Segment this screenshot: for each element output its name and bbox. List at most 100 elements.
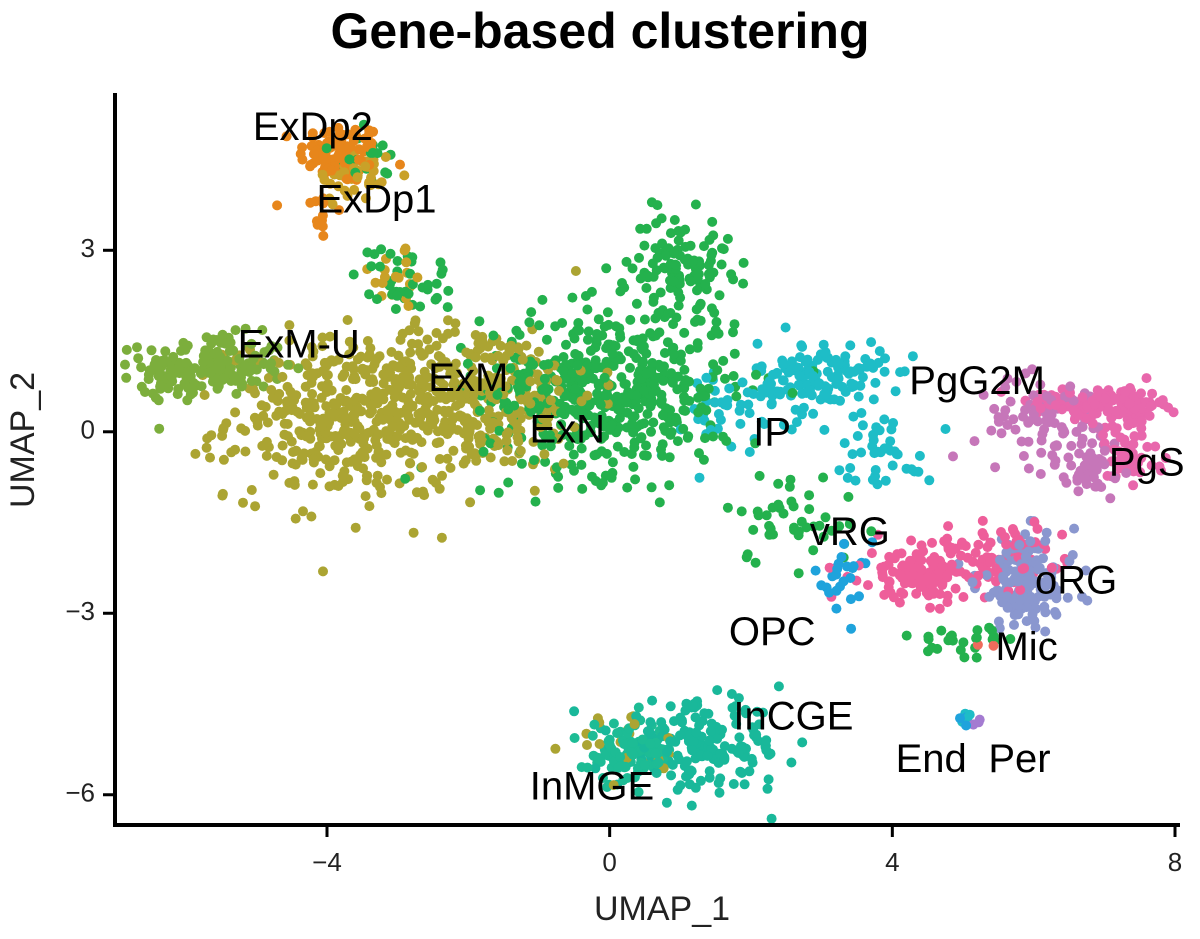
point-ip [724, 383, 735, 394]
y-axis-ticks: −6 −3 0 3 [65, 233, 115, 808]
point-exn [712, 365, 723, 376]
point-exn [932, 643, 943, 654]
point-pgs [1103, 404, 1114, 415]
point-exn [673, 300, 684, 311]
point-pgs [1136, 430, 1147, 441]
point-pgg2m [1035, 469, 1046, 479]
point-exn [751, 369, 761, 380]
point-exm [390, 406, 400, 417]
point-exm-u [132, 342, 142, 353]
point-ip [735, 418, 746, 429]
point-exm [298, 506, 308, 517]
point-exm-u [257, 325, 268, 335]
point-vrg [905, 555, 916, 566]
point-org [1040, 626, 1051, 637]
point-exm [300, 381, 311, 392]
point-exm [256, 400, 267, 411]
point-vrg [896, 587, 907, 598]
point-exm [491, 372, 502, 383]
point-exm [342, 315, 353, 325]
point-exn [818, 472, 829, 483]
point-exn [692, 273, 703, 284]
point-ip [744, 447, 755, 457]
cluster-label-opc: OPC [729, 610, 816, 654]
point-exm [392, 431, 403, 442]
point-exn [670, 259, 681, 270]
point-incge [690, 712, 701, 723]
point-exm [309, 401, 320, 412]
point-exm [437, 470, 447, 481]
point-incge [687, 745, 698, 756]
point-exn [591, 329, 602, 339]
point-incge [651, 768, 662, 778]
point-org [1014, 539, 1025, 550]
point-vrg [991, 576, 1001, 587]
point-exn [653, 307, 664, 318]
point-exdp2 [395, 159, 405, 170]
point-exm [329, 399, 340, 410]
point-ip [892, 449, 903, 460]
point-exn [601, 390, 612, 401]
point-exm [300, 358, 311, 369]
point-ip [768, 369, 778, 380]
point-inmge [608, 718, 619, 729]
point-exm [337, 371, 348, 382]
point-inmge [639, 759, 650, 770]
point-exn [541, 334, 552, 345]
point-exn [678, 423, 689, 434]
point-inmge [587, 730, 598, 741]
point-vrg [925, 602, 936, 613]
point-exm [403, 375, 414, 386]
point-exn [987, 625, 997, 636]
point-pgs [1088, 409, 1099, 420]
point-vrg [973, 539, 984, 550]
point-opc [810, 565, 821, 576]
point-exm [286, 405, 297, 416]
point-ip [868, 435, 879, 446]
point-org [981, 570, 992, 581]
point-exm [452, 368, 462, 379]
cluster-label-pgs: PgS [1109, 441, 1185, 485]
point-exn [672, 384, 683, 395]
point-exm [199, 390, 210, 400]
point-pgs [1146, 460, 1157, 471]
point-exm [271, 410, 282, 421]
point-pgs [1157, 395, 1168, 406]
point-incge [712, 685, 723, 696]
point-exm [377, 414, 388, 425]
point-incge [704, 772, 715, 783]
point-exn [750, 557, 761, 568]
point-vrg [879, 561, 890, 572]
point-org [1038, 553, 1048, 564]
point-exn [679, 254, 690, 265]
point-exn [642, 409, 653, 419]
point-incge [669, 716, 679, 727]
point-exm-u [218, 373, 229, 384]
point-exn [641, 283, 652, 293]
point-exm [442, 453, 453, 464]
point-exm [333, 354, 344, 365]
point-exm-u [224, 346, 235, 356]
point-exm [308, 346, 319, 357]
point-vrg [1000, 532, 1010, 543]
point-per [973, 717, 984, 728]
point-exn [720, 373, 730, 384]
point-exdp1 [373, 179, 384, 190]
point-exm-u [140, 387, 150, 397]
point-exn [550, 321, 561, 332]
point-incge [688, 736, 699, 747]
point-incge [752, 706, 763, 717]
point-incge [761, 745, 772, 756]
point-exn [703, 260, 714, 271]
point-pgs [1136, 452, 1147, 463]
point-org [1039, 591, 1050, 602]
point-exm-u [173, 384, 184, 394]
point-exm-u [195, 368, 206, 379]
point-pgg2m [1079, 460, 1090, 471]
point-exm [317, 341, 328, 352]
point-exm [249, 412, 260, 423]
point-exn [591, 363, 601, 374]
point-exm [308, 457, 319, 468]
point-exm-u [166, 371, 177, 382]
point-exm [381, 449, 392, 460]
